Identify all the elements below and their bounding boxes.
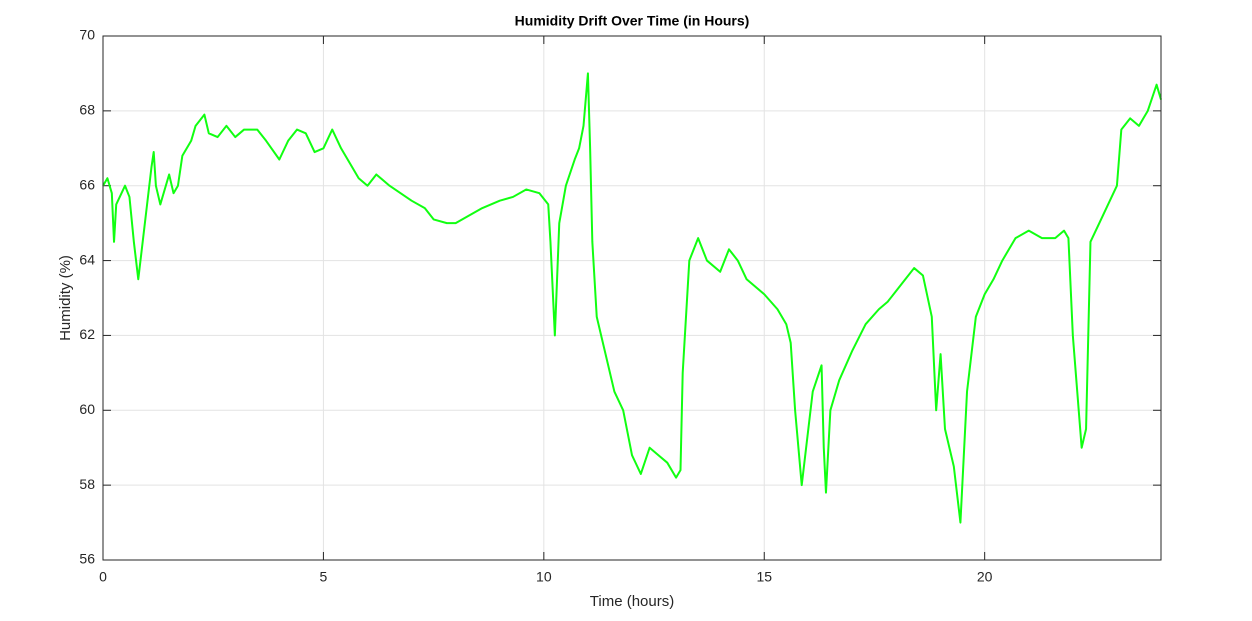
y-tick-label: 64 [79,251,95,267]
chart-title: Humidity Drift Over Time (in Hours) [515,13,750,29]
x-tick-label: 5 [320,569,328,585]
y-tick-label: 66 [79,176,95,192]
x-tick-label: 0 [99,569,107,585]
y-tick-label: 60 [79,401,95,417]
data-line [102,72,1162,524]
y-tick-label: 56 [79,551,95,567]
y-tick-label: 68 [79,102,95,118]
y-tick-label: 62 [79,326,95,342]
x-axis-label: Time (hours) [590,593,674,610]
x-tick-label: 10 [536,569,552,585]
y-axis-label: Humidity (%) [57,255,74,341]
y-tick-label: 70 [79,27,95,43]
plot-frame [102,35,1162,561]
y-tick-label: 58 [79,476,95,492]
x-tick-label: 15 [756,569,772,585]
x-tick-label: 20 [977,569,993,585]
